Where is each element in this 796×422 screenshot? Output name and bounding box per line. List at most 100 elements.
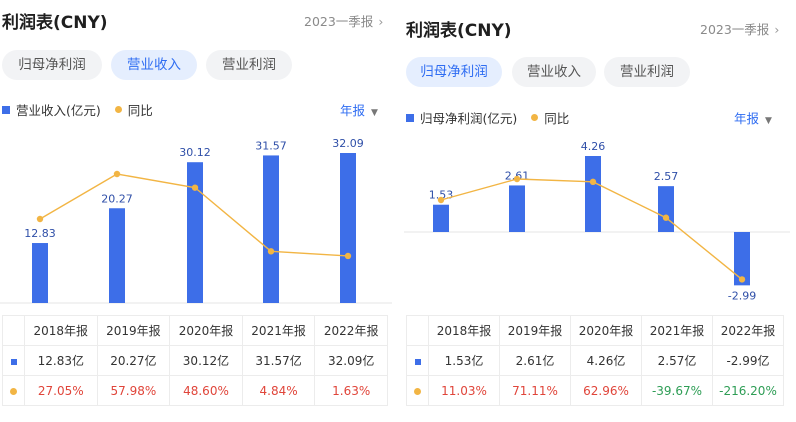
bar-2019年报 <box>109 208 125 303</box>
chart-legend: 营业收入(亿元) 同比 <box>2 100 153 119</box>
period-selector[interactable]: 2023一季报 › <box>304 11 383 30</box>
revenue-table: 2018年报 2019年报 2020年报 2021年报 2022年报 12.83… <box>2 315 388 406</box>
value-cell: 30.12亿 <box>169 345 243 376</box>
table-header-cell: 2021年报 <box>241 315 316 346</box>
income-panel-revenue: 利润表(CNY) 2023一季报 › 归母净利润 营业收入 营业利润 营业收入(亿… <box>0 0 392 422</box>
caret-down-icon: ▼ <box>765 116 772 126</box>
yoy-cell: 57.98% <box>96 375 171 406</box>
legend-line-swatch <box>114 106 122 113</box>
table-row-values: 1.53亿 2.61亿 4.26亿 2.57亿 -2.99亿 <box>406 345 784 376</box>
chart-legend: 归母净利润(亿元) 同比 <box>406 108 569 127</box>
chevron-right-icon: › <box>774 22 780 37</box>
yoy-point-2022年报 <box>344 252 352 260</box>
bar-value-label: 4.26 <box>581 140 606 153</box>
table-header-cell: 2019年报 <box>96 315 171 346</box>
bar-2021年报 <box>658 186 674 232</box>
yoy-cell: 4.84% <box>241 375 316 406</box>
yoy-point-2020年报 <box>191 184 199 191</box>
bar-2020年报 <box>585 156 601 232</box>
value-cell: 2.61亿 <box>499 345 571 376</box>
line-series-marker-icon <box>10 387 17 395</box>
value-cell: 4.26亿 <box>570 345 642 376</box>
legend-line-label: 同比 <box>127 103 153 118</box>
tab-revenue[interactable]: 营业收入 <box>111 50 197 80</box>
table-header-cell: 2020年报 <box>570 315 642 346</box>
frequency-label: 年报 <box>734 111 760 126</box>
period-label: 2023一季报 <box>700 22 770 37</box>
table-header-cell: 2022年报 <box>314 315 388 346</box>
value-cell: 31.57亿 <box>241 345 316 376</box>
bar-2021年报 <box>263 155 279 303</box>
panel-title: 利润表(CNY) <box>2 13 108 33</box>
value-cell: 32.09亿 <box>314 345 388 376</box>
frequency-label: 年报 <box>340 103 366 118</box>
tab-operating-profit[interactable]: 营业利润 <box>604 57 690 87</box>
yoy-point-2021年报 <box>662 214 670 221</box>
tab-operating-profit[interactable]: 营业利润 <box>206 50 292 80</box>
bar-2018年报 <box>32 243 48 303</box>
yoy-point-2018年报 <box>437 196 445 204</box>
yoy-point-2021年报 <box>267 248 275 255</box>
chevron-right-icon: › <box>378 14 384 29</box>
yoy-point-2019年报 <box>513 175 521 183</box>
yoy-point-2020年报 <box>589 178 597 186</box>
table-header-row: 2018年报 2019年报 2020年报 2021年报 2022年报 <box>2 315 388 346</box>
bar-2022年报 <box>340 153 356 303</box>
bar-2022年报 <box>734 232 750 286</box>
value-cell: 1.53亿 <box>428 345 500 376</box>
legend-bar-swatch <box>406 113 414 122</box>
bar-value-label: 12.83 <box>24 227 56 240</box>
tab-net-profit[interactable]: 归母净利润 <box>2 50 102 80</box>
period-label: 2023一季报 <box>304 14 374 29</box>
income-panel-net-profit: 利润表(CNY) 2023一季报 › 归母净利润 营业收入 营业利润 归母净利润(… <box>404 0 796 422</box>
yoy-point-2019年报 <box>113 170 121 178</box>
table-row-yoy: 27.05% 57.98% 48.60% 4.84% 1.63% <box>2 375 388 406</box>
yoy-cell: 48.60% <box>169 375 243 406</box>
bar-value-label: 30.12 <box>179 146 211 159</box>
net-profit-table: 2018年报 2019年报 2020年报 2021年报 2022年报 1.53亿… <box>406 315 784 406</box>
period-selector[interactable]: 2023一季报 › <box>700 19 779 38</box>
panel-title: 利润表(CNY) <box>406 21 512 41</box>
table-header-cell: 2018年报 <box>428 315 500 346</box>
yoy-cell: 1.63% <box>314 375 388 406</box>
value-cell: 20.27亿 <box>96 345 171 376</box>
yoy-cell: 11.03% <box>428 375 500 406</box>
value-cell: 2.57亿 <box>641 345 713 376</box>
yoy-cell: -216.20% <box>712 375 784 406</box>
value-cell: 12.83亿 <box>24 345 98 376</box>
bar-2020年报 <box>187 162 203 303</box>
caret-down-icon: ▼ <box>371 108 378 118</box>
revenue-chart: 12.83 20.27 30.12 31.57 32.09 <box>0 137 392 304</box>
net-profit-chart: 1.532.614.262.57-2.99 <box>404 140 790 302</box>
tab-revenue[interactable]: 营业收入 <box>512 57 596 87</box>
bar-2018年报 <box>433 204 449 232</box>
frequency-dropdown[interactable]: 年报 ▼ <box>734 108 772 127</box>
table-header-row: 2018年报 2019年报 2020年报 2021年报 2022年报 <box>406 315 784 346</box>
bar-value-label: 2.57 <box>654 170 679 183</box>
table-header-cell: 2018年报 <box>24 315 98 346</box>
table-header-cell: 2020年报 <box>169 315 243 346</box>
yoy-cell: 71.11% <box>499 375 571 406</box>
legend-line-swatch <box>531 114 539 121</box>
bar-value-label: 31.57 <box>255 139 287 152</box>
table-row-values: 12.83亿 20.27亿 30.12亿 31.57亿 32.09亿 <box>2 345 388 376</box>
table-header-cell: 2021年报 <box>641 315 713 346</box>
yoy-cell: 27.05% <box>24 375 98 406</box>
frequency-dropdown[interactable]: 年报 ▼ <box>340 100 378 119</box>
bar-value-label: 32.09 <box>332 137 364 150</box>
legend-bar-swatch <box>2 105 10 114</box>
bar-series-marker-icon <box>414 358 421 365</box>
table-header-cell: 2019年报 <box>499 315 571 346</box>
legend-line-label: 同比 <box>544 111 570 126</box>
bar-value-label: 20.27 <box>101 192 133 205</box>
yoy-cell: -39.67% <box>641 375 713 406</box>
bar-value-label: -2.99 <box>728 289 756 302</box>
line-series-marker-icon <box>414 387 421 395</box>
value-cell: -2.99亿 <box>712 345 784 376</box>
bar-2019年报 <box>509 185 525 232</box>
legend-bar-label: 营业收入(亿元) <box>16 103 101 118</box>
tab-net-profit[interactable]: 归母净利润 <box>406 57 502 87</box>
yoy-cell: 62.96% <box>570 375 642 406</box>
table-header-cell: 2022年报 <box>712 315 784 346</box>
yoy-point-2018年报 <box>36 215 44 223</box>
